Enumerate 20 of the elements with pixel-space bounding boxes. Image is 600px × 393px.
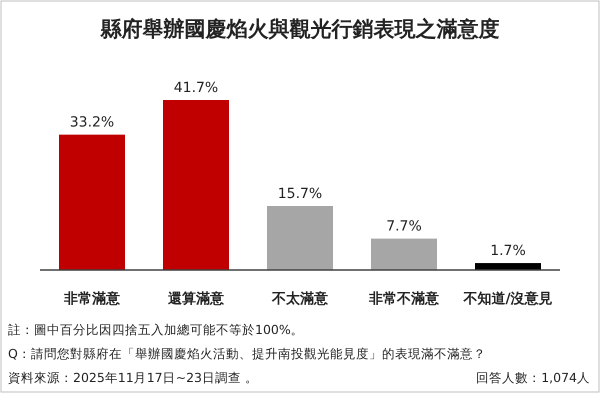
x-tick-label: 還算滿意 <box>167 290 225 307</box>
x-tick-label: 非常滿意 <box>63 290 121 307</box>
source-note: 資料來源：2025年11月17日~23日調查 。 <box>8 370 258 385</box>
data-label: 15.7% <box>278 186 322 202</box>
data-label: 33.2% <box>70 114 114 131</box>
bar <box>59 134 125 270</box>
bar <box>267 206 333 270</box>
text: 回答人數：1,074人 <box>476 370 590 385</box>
bar <box>163 100 229 270</box>
bar <box>475 263 541 270</box>
x-tick-label: 不知道/沒意見 <box>462 290 553 307</box>
text: 註：圖中百分比因四捨五入加總可能不等於100%。 <box>8 322 304 337</box>
data-label: 7.7% <box>386 218 422 235</box>
data-label: 1.7% <box>490 243 526 260</box>
data-label: 41.7% <box>174 80 218 96</box>
chart-title: 縣府舉辦國慶焰火與觀光行銷表現之滿意度 <box>100 17 500 41</box>
text: Q：請問您對縣府在「舉辦國慶焰火活動、提升南投觀光能見度」的表現滿不滿意？ <box>8 346 486 361</box>
x-tick-label: 不太滿意 <box>271 290 329 307</box>
x-tick-label: 非常不滿意 <box>368 290 440 307</box>
bar <box>371 238 437 270</box>
